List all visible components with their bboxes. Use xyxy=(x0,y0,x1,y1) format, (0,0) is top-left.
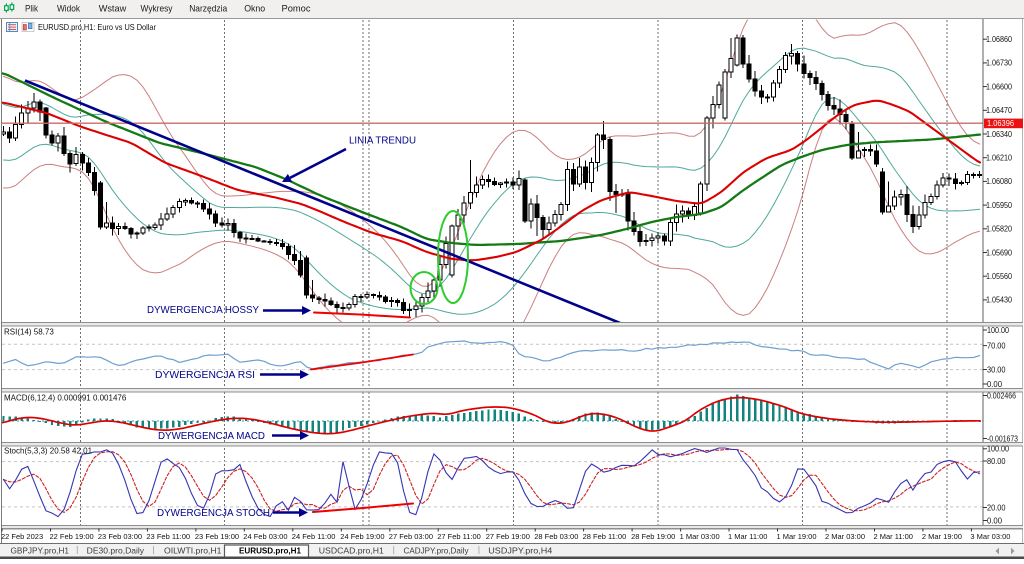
svg-text:DYWERGENCJA STOCH: DYWERGENCJA STOCH xyxy=(157,507,270,519)
svg-text:DE30.pro,Daily: DE30.pro,Daily xyxy=(87,546,145,556)
svg-text:28 Feb 19:00: 28 Feb 19:00 xyxy=(631,532,675,541)
svg-text:-0.001673: -0.001673 xyxy=(987,434,1018,443)
svg-text:0.00: 0.00 xyxy=(987,380,1003,389)
svg-text:Wykresy: Wykresy xyxy=(141,4,173,15)
svg-text:RSI(14) 58.73: RSI(14) 58.73 xyxy=(4,328,54,337)
svg-text:2 Mar 19:00: 2 Mar 19:00 xyxy=(922,532,962,541)
svg-text:22 Feb 2023: 22 Feb 2023 xyxy=(1,532,43,541)
svg-text:20.00: 20.00 xyxy=(987,503,1006,512)
svg-text:3 Mar 03:00: 3 Mar 03:00 xyxy=(970,532,1010,541)
svg-text:GBPJPY.pro,H1: GBPJPY.pro,H1 xyxy=(11,546,70,556)
svg-text:LINIA TRENDU: LINIA TRENDU xyxy=(349,135,416,147)
svg-text:1.06340: 1.06340 xyxy=(986,130,1012,139)
svg-text:Narzędzia: Narzędzia xyxy=(189,4,228,15)
svg-text:1.06600: 1.06600 xyxy=(986,82,1012,91)
svg-text:23 Feb 19:00: 23 Feb 19:00 xyxy=(195,532,239,541)
svg-text:28 Feb 11:00: 28 Feb 11:00 xyxy=(583,532,627,541)
svg-text:24 Feb 11:00: 24 Feb 11:00 xyxy=(292,532,336,541)
svg-text:1.05820: 1.05820 xyxy=(986,225,1012,234)
svg-text:MACD(6,12,4) 0.000991 0.001476: MACD(6,12,4) 0.000991 0.001476 xyxy=(4,394,127,403)
svg-text:1.06860: 1.06860 xyxy=(986,35,1012,44)
svg-text:OILWTI.pro,H1: OILWTI.pro,H1 xyxy=(164,546,222,556)
svg-text:DYWERGENCJA MACD: DYWERGENCJA MACD xyxy=(158,430,265,442)
svg-text:30.00: 30.00 xyxy=(987,365,1006,374)
svg-text:27 Feb 11:00: 27 Feb 11:00 xyxy=(437,532,481,541)
svg-text:27 Feb 03:00: 27 Feb 03:00 xyxy=(389,532,433,541)
svg-text:Plik: Plik xyxy=(25,4,38,15)
svg-text:23 Feb 11:00: 23 Feb 11:00 xyxy=(146,532,190,541)
svg-text:1.05690: 1.05690 xyxy=(986,248,1012,257)
svg-text:0.002466: 0.002466 xyxy=(987,391,1016,400)
svg-text:DYWERGENCJA RSI: DYWERGENCJA RSI xyxy=(155,369,255,381)
svg-text:100.00: 100.00 xyxy=(987,445,1009,454)
svg-text:2 Mar 03:00: 2 Mar 03:00 xyxy=(825,532,865,541)
svg-text:1.05430: 1.05430 xyxy=(986,296,1012,305)
svg-text:Wstaw: Wstaw xyxy=(99,4,127,15)
svg-text:1.06396: 1.06396 xyxy=(987,119,1015,128)
svg-text:70.00: 70.00 xyxy=(987,341,1006,350)
svg-text:EURUSD.pro,H1: Euro vs US Dol: EURUSD.pro,H1: Euro vs US Dollar xyxy=(38,22,156,32)
svg-text:1 Mar 03:00: 1 Mar 03:00 xyxy=(680,532,720,541)
svg-text:Pomoc: Pomoc xyxy=(282,4,311,15)
svg-text:DYWERGENCJA HOSSY: DYWERGENCJA HOSSY xyxy=(147,304,259,316)
svg-text:Widok: Widok xyxy=(57,4,80,15)
svg-text:0.00: 0.00 xyxy=(987,516,1003,525)
svg-text:1.05560: 1.05560 xyxy=(986,272,1012,281)
svg-text:1.06470: 1.06470 xyxy=(986,106,1012,115)
svg-text:24 Feb 03:00: 24 Feb 03:00 xyxy=(243,532,287,541)
svg-text:24 Feb 19:00: 24 Feb 19:00 xyxy=(340,532,384,541)
svg-text:1 Mar 11:00: 1 Mar 11:00 xyxy=(728,532,767,541)
svg-text:1.06080: 1.06080 xyxy=(986,177,1012,186)
svg-text:USDJPY.pro,H4: USDJPY.pro,H4 xyxy=(488,546,552,556)
svg-text:1.06730: 1.06730 xyxy=(986,59,1012,68)
svg-text:80.00: 80.00 xyxy=(987,457,1006,466)
svg-text:27 Feb 19:00: 27 Feb 19:00 xyxy=(486,532,530,541)
svg-text:2 Mar 11:00: 2 Mar 11:00 xyxy=(874,532,913,541)
svg-text:Stoch(5,3,3) 20.58 42.01: Stoch(5,3,3) 20.58 42.01 xyxy=(4,447,93,456)
svg-text:22 Feb 19:00: 22 Feb 19:00 xyxy=(50,532,94,541)
svg-text:Okno: Okno xyxy=(244,4,265,15)
svg-text:CADJPY.pro,Daily: CADJPY.pro,Daily xyxy=(404,546,470,556)
svg-text:EURUSD.pro,H1: EURUSD.pro,H1 xyxy=(239,546,301,556)
svg-text:1 Mar 19:00: 1 Mar 19:00 xyxy=(777,532,817,541)
svg-text:100.00: 100.00 xyxy=(987,326,1009,335)
svg-text:23 Feb 03:00: 23 Feb 03:00 xyxy=(98,532,142,541)
svg-text:USDCAD.pro,H1: USDCAD.pro,H1 xyxy=(319,546,384,556)
svg-text:28 Feb 03:00: 28 Feb 03:00 xyxy=(534,532,578,541)
svg-text:1.05950: 1.05950 xyxy=(986,201,1012,210)
svg-text:1.06210: 1.06210 xyxy=(986,154,1012,163)
